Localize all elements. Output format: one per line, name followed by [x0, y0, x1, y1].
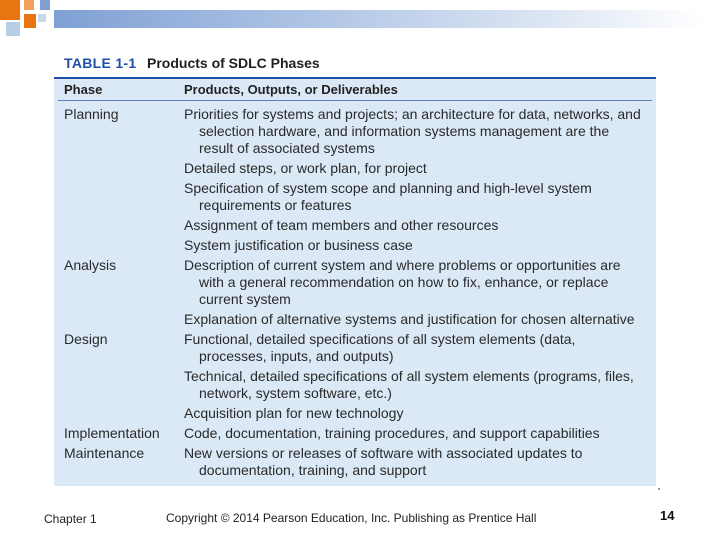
deliverable-item: Acquisition plan for new technology [184, 405, 404, 421]
sdlc-products-table: TABLE 1-1 Products of SDLC Phases Phase … [54, 50, 656, 486]
table-body: Planning Priorities for systems and proj… [54, 106, 656, 482]
deliverable-item: Assignment of team members and other res… [184, 217, 499, 233]
footer-copyright: Copyright © 2014 Pearson Education, Inc.… [166, 511, 537, 525]
table-row: Design Functional, detailed specificatio… [54, 331, 656, 422]
corner-decoration-square [0, 0, 20, 20]
deliverable-item: New versions or releases of software wit… [184, 445, 583, 478]
column-header-products: Products, Outputs, or Deliverables [184, 82, 398, 97]
corner-decoration-square [40, 0, 50, 10]
table-row: Maintenance New versions or releases of … [54, 445, 656, 479]
deliverable-item: Detailed steps, or work plan, for projec… [184, 160, 427, 176]
corner-decoration-square [24, 14, 36, 28]
stray-dot [658, 488, 660, 490]
phase-label: Implementation [64, 425, 160, 441]
table-title: Products of SDLC Phases [147, 55, 320, 71]
corner-decoration-square [24, 0, 34, 10]
deliverable-item: System justification or business case [184, 237, 413, 253]
corner-decoration-square [38, 14, 46, 22]
deliverable-item: Technical, detailed specifications of al… [184, 368, 634, 401]
deliverable-item: Specification of system scope and planni… [184, 180, 592, 213]
table-caption: TABLE 1-1 Products of SDLC Phases [54, 50, 656, 79]
deliverable-item: Description of current system and where … [184, 257, 621, 307]
phase-label: Maintenance [64, 445, 145, 461]
phase-label: Planning [64, 106, 119, 122]
page-number: 14 [660, 508, 675, 523]
header-divider [58, 100, 652, 101]
table-row: Implementation Code, documentation, trai… [54, 425, 656, 442]
deliverable-item: Functional, detailed specifications of a… [184, 331, 576, 364]
table-row: Analysis Description of current system a… [54, 257, 656, 328]
phase-label: Analysis [64, 257, 117, 273]
table-row: Planning Priorities for systems and proj… [54, 106, 656, 254]
deliverable-item: Explanation of alternative systems and j… [184, 311, 635, 327]
deliverable-item: Priorities for systems and projects; an … [184, 106, 641, 156]
corner-decoration-square [6, 22, 20, 36]
footer-chapter: Chapter 1 [44, 512, 97, 526]
deliverable-item: Code, documentation, training procedures… [184, 425, 600, 441]
header-gradient-bar [54, 10, 704, 28]
column-header-phase: Phase [64, 82, 103, 97]
phase-label: Design [64, 331, 108, 347]
table-number: TABLE 1-1 [64, 55, 137, 71]
